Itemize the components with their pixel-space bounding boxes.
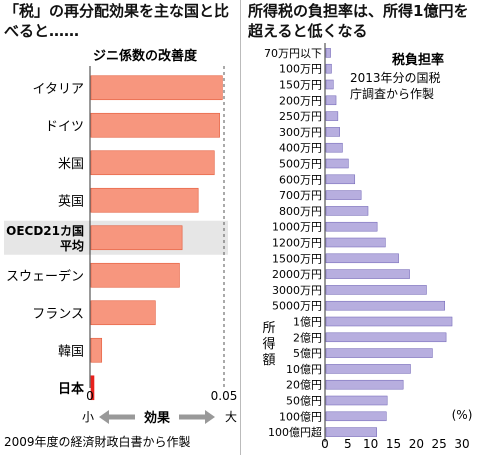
category-label: 300万円 (279, 126, 322, 139)
category-label: 2億円 (293, 331, 322, 344)
category-label: イタリア (33, 82, 84, 97)
bar (325, 48, 331, 58)
bar (325, 190, 362, 200)
bar (325, 332, 447, 343)
bar (325, 79, 334, 90)
bar (90, 75, 223, 101)
bar (325, 174, 356, 185)
bar (325, 142, 343, 153)
left-chart-title: 「税」の再分配効果を主な国と比べると…… (4, 2, 230, 40)
category-label: 韓国 (58, 344, 84, 359)
right-chart-title: 所得税の負担率は、所得1億円を超えると低くなる (248, 2, 469, 40)
category-label: 70万円以下 (264, 47, 322, 60)
chart-note-line: 2013年分の国税 (350, 71, 441, 85)
bar (325, 395, 388, 406)
bar (90, 375, 95, 401)
x-tick-label: 25 (432, 437, 447, 451)
bar (325, 127, 340, 137)
category-label: 100億円超 (268, 425, 322, 439)
bar (325, 300, 445, 311)
bar (90, 112, 220, 138)
left-chart-panel: 「税」の再分配効果を主な国と比べると…… ジニ係数の改善度イタリアドイツ米国英国… (4, 2, 238, 449)
category-label: 250万円 (279, 110, 322, 123)
x-tick-label: 0 (321, 437, 329, 451)
category-label: 10億円 (286, 363, 322, 376)
category-label: 150万円 (279, 79, 322, 92)
axis-arrow-left-head (99, 410, 109, 424)
bar (90, 262, 180, 288)
left-chart-subtitle: ジニ係数の改善度 (93, 48, 198, 64)
category-label: 5億円 (293, 347, 322, 360)
axis-arrow-right-head (205, 410, 215, 424)
bar (90, 150, 215, 176)
category-label: 1200万円 (272, 237, 322, 250)
x-tick-label: 15 (386, 437, 401, 451)
bar (325, 269, 410, 279)
category-label: 600万円 (279, 173, 322, 186)
bar (90, 225, 183, 251)
category-label: 英国 (58, 194, 84, 209)
y-axis-label-char: 所 (262, 321, 275, 336)
legend-title: 税負担率 (392, 52, 444, 68)
x-axis-unit: (%) (452, 408, 473, 422)
x-tick-label: 10 (363, 437, 378, 451)
category-label: 1500万円 (272, 252, 322, 265)
category-label: 20億円 (286, 379, 322, 392)
panel-divider (240, 0, 241, 455)
axis-caption-small: 小 (82, 410, 94, 424)
bar (325, 379, 404, 390)
category-label: OECD21カ国平均 (6, 224, 84, 253)
category-label: 200万円 (279, 94, 322, 107)
category-label: 50億円 (286, 395, 322, 408)
category-label: ドイツ (45, 119, 84, 134)
x-tick-label: 30 (454, 437, 469, 451)
category-label: フランス (32, 307, 84, 322)
y-axis-label-char: 得 (262, 336, 275, 352)
bar (325, 158, 349, 169)
bar (325, 95, 337, 106)
axis-caption-middle: 効果 (144, 410, 170, 426)
axis-caption-large: 大 (225, 410, 237, 424)
bar (325, 237, 386, 248)
x-tick-label: 20 (409, 437, 424, 451)
chart-note-line: 庁調査から作製 (350, 87, 434, 101)
bar (325, 427, 377, 437)
category-label: 米国 (58, 157, 84, 172)
x-tick-label: 5 (344, 437, 352, 451)
bar (325, 63, 332, 74)
x-tick-label: 0 (86, 389, 94, 403)
left-chart-source: 2009年度の経済財政白書から作製 (4, 434, 191, 449)
bar (325, 364, 411, 374)
category-label: 2000万円 (272, 268, 322, 281)
x-tick-label: 0.05 (211, 389, 238, 403)
category-label: 1億円 (293, 316, 322, 329)
category-label: 800万円 (279, 205, 322, 218)
right-chart-panel: 所得税の負担率は、所得1億円を超えると低くなる 税負担率 2013年分の国税 庁調査… (240, 0, 480, 455)
category-label: 700万円 (279, 189, 322, 202)
category-label: 5000万円 (272, 300, 322, 313)
bar (90, 300, 156, 326)
bar (90, 187, 199, 213)
category-label: 500万円 (279, 158, 322, 171)
category-label: 100万円 (279, 63, 322, 76)
category-label: 3000万円 (272, 284, 322, 297)
category-label: 1000万円 (272, 221, 322, 234)
bar (325, 221, 378, 232)
bar (325, 285, 427, 295)
bar (325, 348, 433, 358)
category-label: 日本 (58, 381, 84, 397)
bar (325, 111, 339, 121)
category-label: スウェーデン (6, 268, 84, 284)
bar (325, 316, 453, 327)
bar (325, 253, 399, 264)
bar (90, 337, 103, 363)
y-axis-label-char: 額 (262, 353, 275, 368)
category-label: 400万円 (279, 142, 322, 155)
category-label: 100億円 (279, 410, 322, 423)
bar (325, 206, 369, 216)
bar (325, 411, 387, 422)
